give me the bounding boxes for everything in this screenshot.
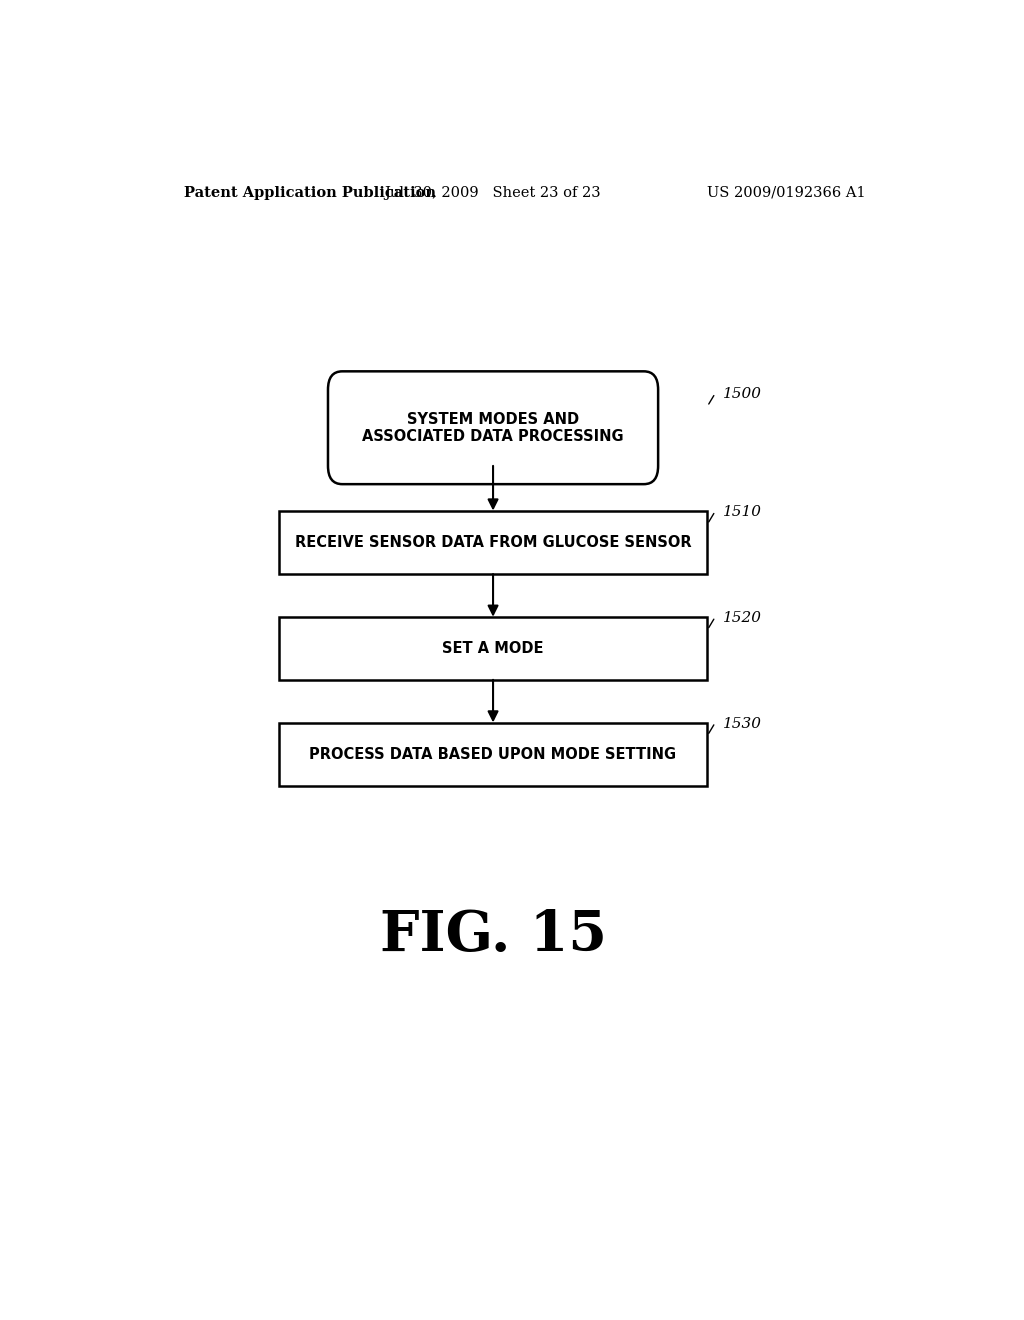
Text: Patent Application Publication: Patent Application Publication <box>183 186 435 199</box>
Bar <box>279 722 708 785</box>
FancyBboxPatch shape <box>328 371 658 484</box>
Text: Jul. 30, 2009   Sheet 23 of 23: Jul. 30, 2009 Sheet 23 of 23 <box>385 186 601 199</box>
Text: SET A MODE: SET A MODE <box>442 640 544 656</box>
Text: 1520: 1520 <box>723 611 762 624</box>
Text: FIG. 15: FIG. 15 <box>380 908 606 964</box>
Text: SYSTEM MODES AND
ASSOCIATED DATA PROCESSING: SYSTEM MODES AND ASSOCIATED DATA PROCESS… <box>362 412 624 444</box>
Text: 1530: 1530 <box>723 717 762 730</box>
Text: US 2009/0192366 A1: US 2009/0192366 A1 <box>708 186 866 199</box>
Text: PROCESS DATA BASED UPON MODE SETTING: PROCESS DATA BASED UPON MODE SETTING <box>309 747 677 762</box>
Bar <box>279 511 708 574</box>
Text: RECEIVE SENSOR DATA FROM GLUCOSE SENSOR: RECEIVE SENSOR DATA FROM GLUCOSE SENSOR <box>295 535 691 550</box>
Bar <box>279 616 708 680</box>
Text: 1500: 1500 <box>723 387 762 401</box>
Text: 1510: 1510 <box>723 506 762 519</box>
